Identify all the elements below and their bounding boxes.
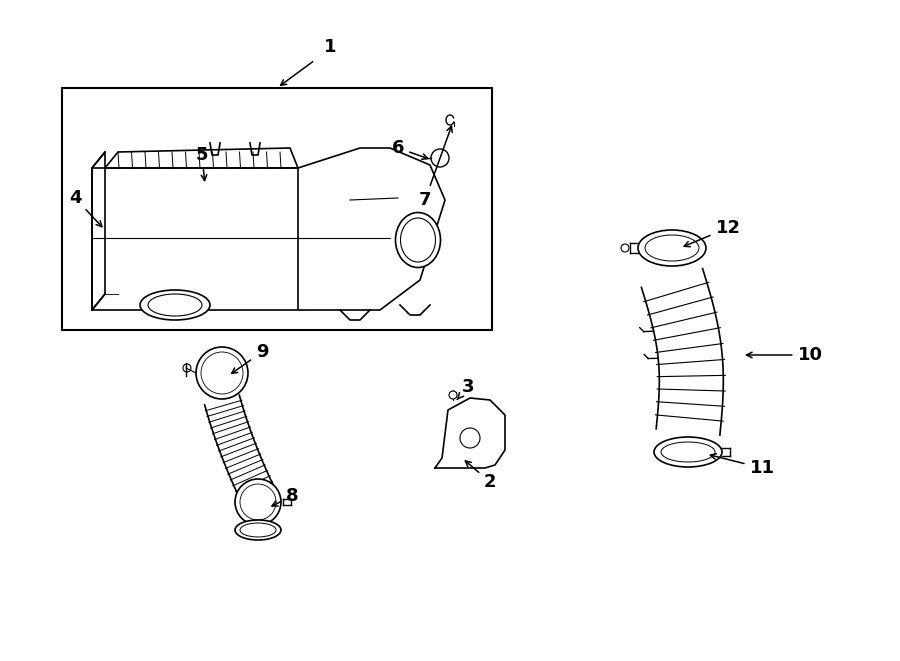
Text: 4: 4 [68, 189, 102, 227]
Text: 6: 6 [392, 139, 428, 159]
Circle shape [431, 149, 449, 167]
Ellipse shape [400, 218, 436, 262]
Polygon shape [92, 168, 305, 310]
Text: 3: 3 [457, 378, 474, 399]
Ellipse shape [645, 235, 699, 261]
Text: 7: 7 [418, 126, 452, 209]
Polygon shape [298, 148, 445, 310]
Ellipse shape [654, 437, 722, 467]
Ellipse shape [661, 442, 715, 462]
Circle shape [449, 391, 457, 399]
Circle shape [201, 352, 243, 394]
Ellipse shape [395, 212, 440, 268]
Polygon shape [105, 148, 298, 168]
Polygon shape [642, 268, 724, 435]
Text: 8: 8 [272, 487, 298, 506]
Circle shape [235, 479, 281, 525]
Circle shape [460, 428, 480, 448]
Ellipse shape [240, 523, 276, 537]
Ellipse shape [148, 294, 202, 316]
Polygon shape [204, 395, 274, 503]
Text: 9: 9 [231, 343, 268, 373]
Polygon shape [435, 398, 505, 468]
Circle shape [621, 244, 629, 252]
Text: 2: 2 [465, 461, 496, 491]
Ellipse shape [638, 230, 706, 266]
Text: 10: 10 [746, 346, 823, 364]
Circle shape [196, 347, 248, 399]
Text: 11: 11 [710, 453, 775, 477]
Text: 5: 5 [196, 146, 208, 180]
Circle shape [183, 364, 191, 372]
Bar [62, 88, 492, 330]
Ellipse shape [140, 290, 210, 320]
Text: 12: 12 [684, 219, 741, 247]
Circle shape [240, 484, 276, 520]
Text: 1: 1 [324, 38, 337, 56]
Ellipse shape [235, 520, 281, 540]
